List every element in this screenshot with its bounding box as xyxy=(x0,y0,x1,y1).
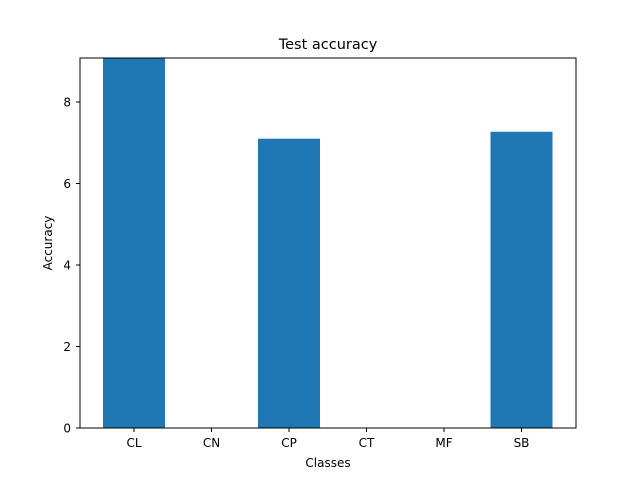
chart-title: Test accuracy xyxy=(278,37,378,53)
bar-sb xyxy=(490,131,553,429)
plot-frame xyxy=(79,57,577,429)
bars-group xyxy=(103,58,553,429)
y-tick-label: 2 xyxy=(63,340,71,354)
x-tick-label: MF xyxy=(435,436,452,450)
bar-cl xyxy=(103,58,165,428)
x-axis-label: Classes xyxy=(305,456,350,470)
x-tick-label: CP xyxy=(281,436,297,450)
bar-cp xyxy=(258,138,320,429)
x-tick-label: SB xyxy=(514,436,530,450)
x-axis-ticks: CL CN CP CT MF SB xyxy=(126,428,529,450)
y-axis-label: Accuracy xyxy=(41,216,55,271)
x-tick-label: CL xyxy=(126,436,141,450)
y-tick-label: 6 xyxy=(63,177,71,191)
y-tick-label: 8 xyxy=(63,96,71,110)
x-tick-label: CT xyxy=(359,436,375,450)
y-tick-label: 0 xyxy=(63,422,71,436)
y-axis-ticks: 0 2 4 6 8 xyxy=(63,96,80,436)
x-tick-label: CN xyxy=(203,436,220,450)
y-tick-label: 4 xyxy=(63,259,71,273)
